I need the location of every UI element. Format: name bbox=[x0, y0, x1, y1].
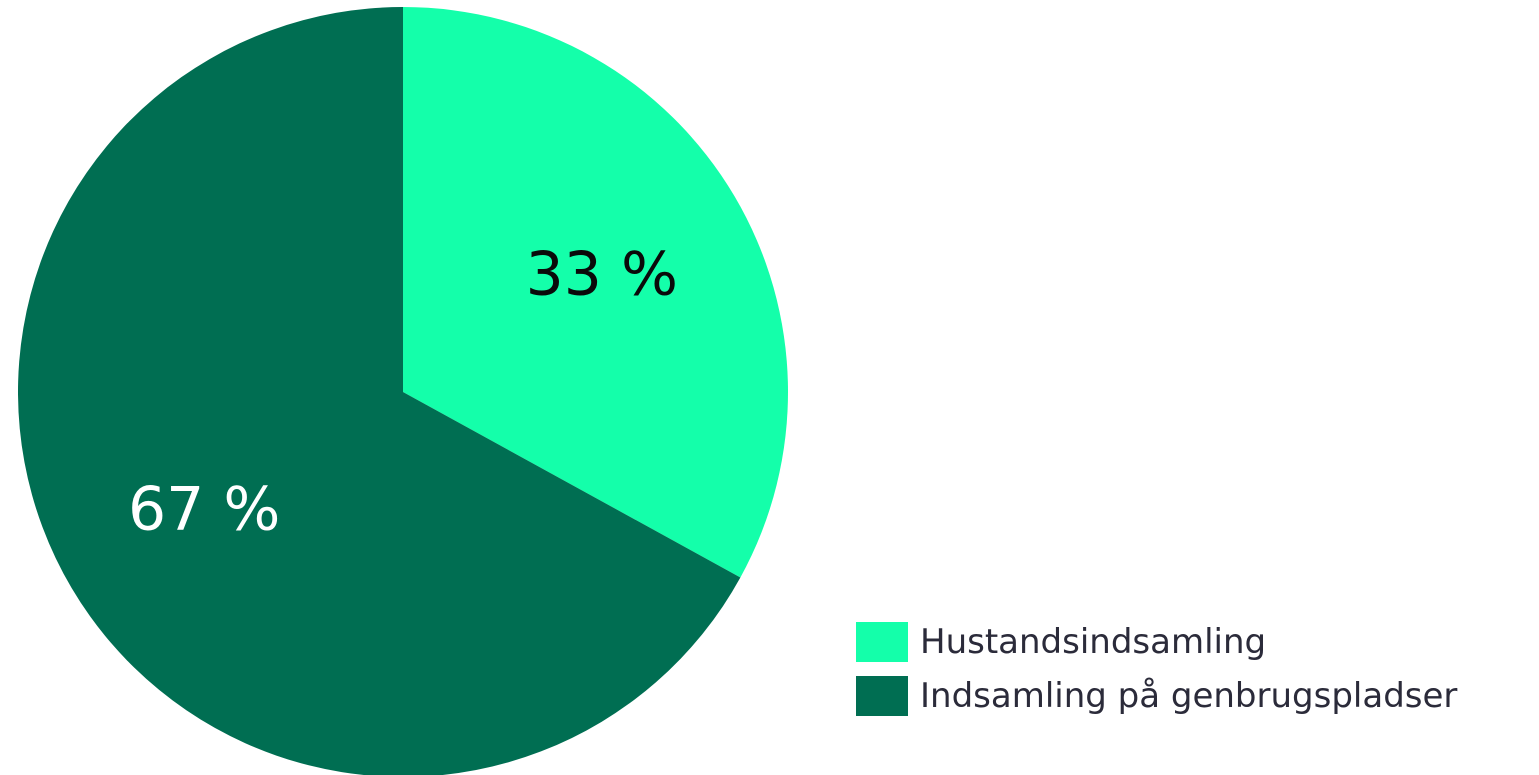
pie-slices bbox=[18, 7, 788, 775]
legend: Hustandsindsamling Indsamling på genbrugs… bbox=[856, 622, 1457, 716]
pie-slice-label-2: 67 % bbox=[128, 475, 280, 545]
pie-slice-2 bbox=[18, 7, 741, 775]
legend-swatch-1 bbox=[856, 622, 908, 662]
pie-slice-label-1: 33 % bbox=[526, 239, 678, 309]
pie-slice-labels: 33 % 67 % bbox=[128, 239, 678, 544]
legend-label-1: Hustandsindsamling bbox=[920, 622, 1266, 662]
legend-label-2: Indsamling på genbrugspladser bbox=[920, 676, 1457, 716]
legend-swatch-2 bbox=[856, 676, 908, 716]
pie-slice-1 bbox=[403, 7, 788, 578]
